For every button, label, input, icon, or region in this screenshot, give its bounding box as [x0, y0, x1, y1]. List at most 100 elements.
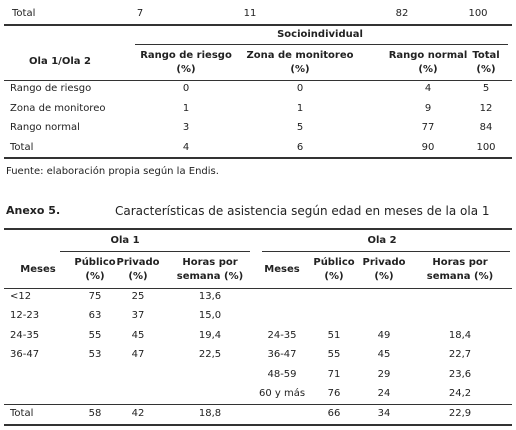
column-header: Meses	[264, 264, 300, 275]
column-header: (%)	[85, 271, 105, 282]
row-label: Total	[12, 8, 36, 19]
cell: 84	[479, 122, 493, 133]
source-note: Fuente: elaboración propia según la Endi…	[6, 166, 219, 177]
cell: 1	[296, 102, 304, 114]
cell: 11	[243, 8, 257, 19]
cell: 4	[182, 141, 190, 153]
row-label: 36-47	[10, 349, 40, 361]
cell: 24,2	[448, 388, 472, 399]
cell: 22,7	[448, 349, 472, 361]
row-label: 36-47	[267, 349, 297, 361]
column-header: Zona de monitoreo	[246, 50, 354, 61]
column-header: Público	[313, 257, 355, 268]
cell: 22,5	[198, 349, 222, 361]
row-label: Total	[10, 141, 34, 153]
column-header: Total	[472, 50, 500, 61]
cell: 53	[88, 349, 102, 361]
rule	[4, 404, 512, 405]
column-header: Privado	[116, 257, 160, 268]
column-header: Rango normal	[388, 50, 468, 61]
row-label: Total	[10, 408, 34, 419]
group-header: Ola 2	[367, 235, 397, 246]
cell: 18,8	[198, 408, 222, 419]
cell: 49	[377, 329, 391, 341]
group-header: Socioindividual	[277, 29, 363, 40]
rule	[262, 251, 510, 252]
column-header: Horas por	[432, 257, 488, 268]
column-header: semana (%)	[176, 271, 244, 282]
cell: 42	[131, 408, 145, 419]
column-header: (%)	[374, 271, 394, 282]
cell: 34	[377, 408, 391, 419]
cell: 15,0	[198, 310, 222, 322]
cell: 1	[182, 102, 190, 114]
cell: 55	[327, 349, 341, 361]
cell: 100	[476, 141, 496, 153]
cell: 77	[421, 122, 435, 133]
column-header: (%)	[290, 64, 310, 75]
rule	[4, 424, 512, 426]
cell: 90	[421, 141, 435, 153]
cell: 5	[296, 122, 304, 133]
rule	[135, 44, 508, 45]
cell: 37	[131, 310, 145, 322]
cell: 71	[327, 368, 341, 380]
row-label: Rango normal	[10, 122, 80, 133]
cell: 76	[327, 388, 341, 399]
cell: 3	[182, 122, 190, 133]
cell: 12	[479, 102, 493, 114]
cell: 0	[182, 83, 190, 94]
cell: 6	[296, 141, 304, 153]
cell: 0	[296, 83, 304, 94]
cell: 66	[327, 408, 341, 419]
cell: 19,4	[198, 329, 222, 341]
cell: 75	[88, 291, 102, 302]
row-label: 24-35	[267, 329, 297, 341]
cell: 7	[136, 8, 144, 19]
rule	[60, 251, 250, 252]
row-label: 24-35	[10, 329, 40, 341]
column-header: Horas por	[182, 257, 238, 268]
cell: 24	[377, 388, 391, 399]
column-header: semana (%)	[426, 271, 494, 282]
cell: 45	[377, 349, 391, 361]
column-header: Rango de riesgo	[140, 50, 232, 61]
column-header: (%)	[476, 64, 496, 75]
cell: 29	[377, 368, 391, 380]
cell: 47	[131, 349, 145, 361]
row-label: <12	[10, 291, 32, 302]
column-header: (%)	[128, 271, 148, 282]
column-header: Privado	[362, 257, 406, 268]
row-label: Zona de monitoreo	[10, 102, 106, 114]
column-header: (%)	[324, 271, 344, 282]
cell: 9	[424, 102, 432, 114]
cell: 23,6	[448, 368, 472, 380]
cell: 13,6	[198, 291, 222, 302]
cell: 25	[131, 291, 145, 302]
cell: 55	[88, 329, 102, 341]
column-header: (%)	[418, 64, 438, 75]
cell: 82	[395, 8, 409, 19]
row-label: 48-59	[267, 368, 297, 380]
cell: 5	[482, 83, 490, 94]
column-header: Público	[74, 257, 116, 268]
row-label: 12-23	[10, 310, 40, 322]
row-label: Rango de riesgo	[10, 83, 92, 94]
cell: 45	[131, 329, 145, 341]
cell: 51	[327, 329, 341, 341]
cell: 22,9	[448, 408, 472, 419]
rule	[4, 228, 512, 230]
rule	[4, 157, 512, 159]
rule	[4, 80, 512, 81]
cell: 63	[88, 310, 102, 322]
row-label: 60 y más	[258, 388, 306, 399]
annex-label: Anexo 5.	[6, 204, 61, 217]
rule	[4, 24, 512, 26]
column-header: Ola 1/Ola 2	[29, 56, 91, 67]
column-header: (%)	[176, 64, 196, 75]
cell: 100	[468, 8, 488, 19]
group-header: Ola 1	[110, 235, 140, 246]
annex-title: Características de asistencia según edad…	[115, 204, 490, 218]
cell: 18,4	[448, 329, 472, 341]
